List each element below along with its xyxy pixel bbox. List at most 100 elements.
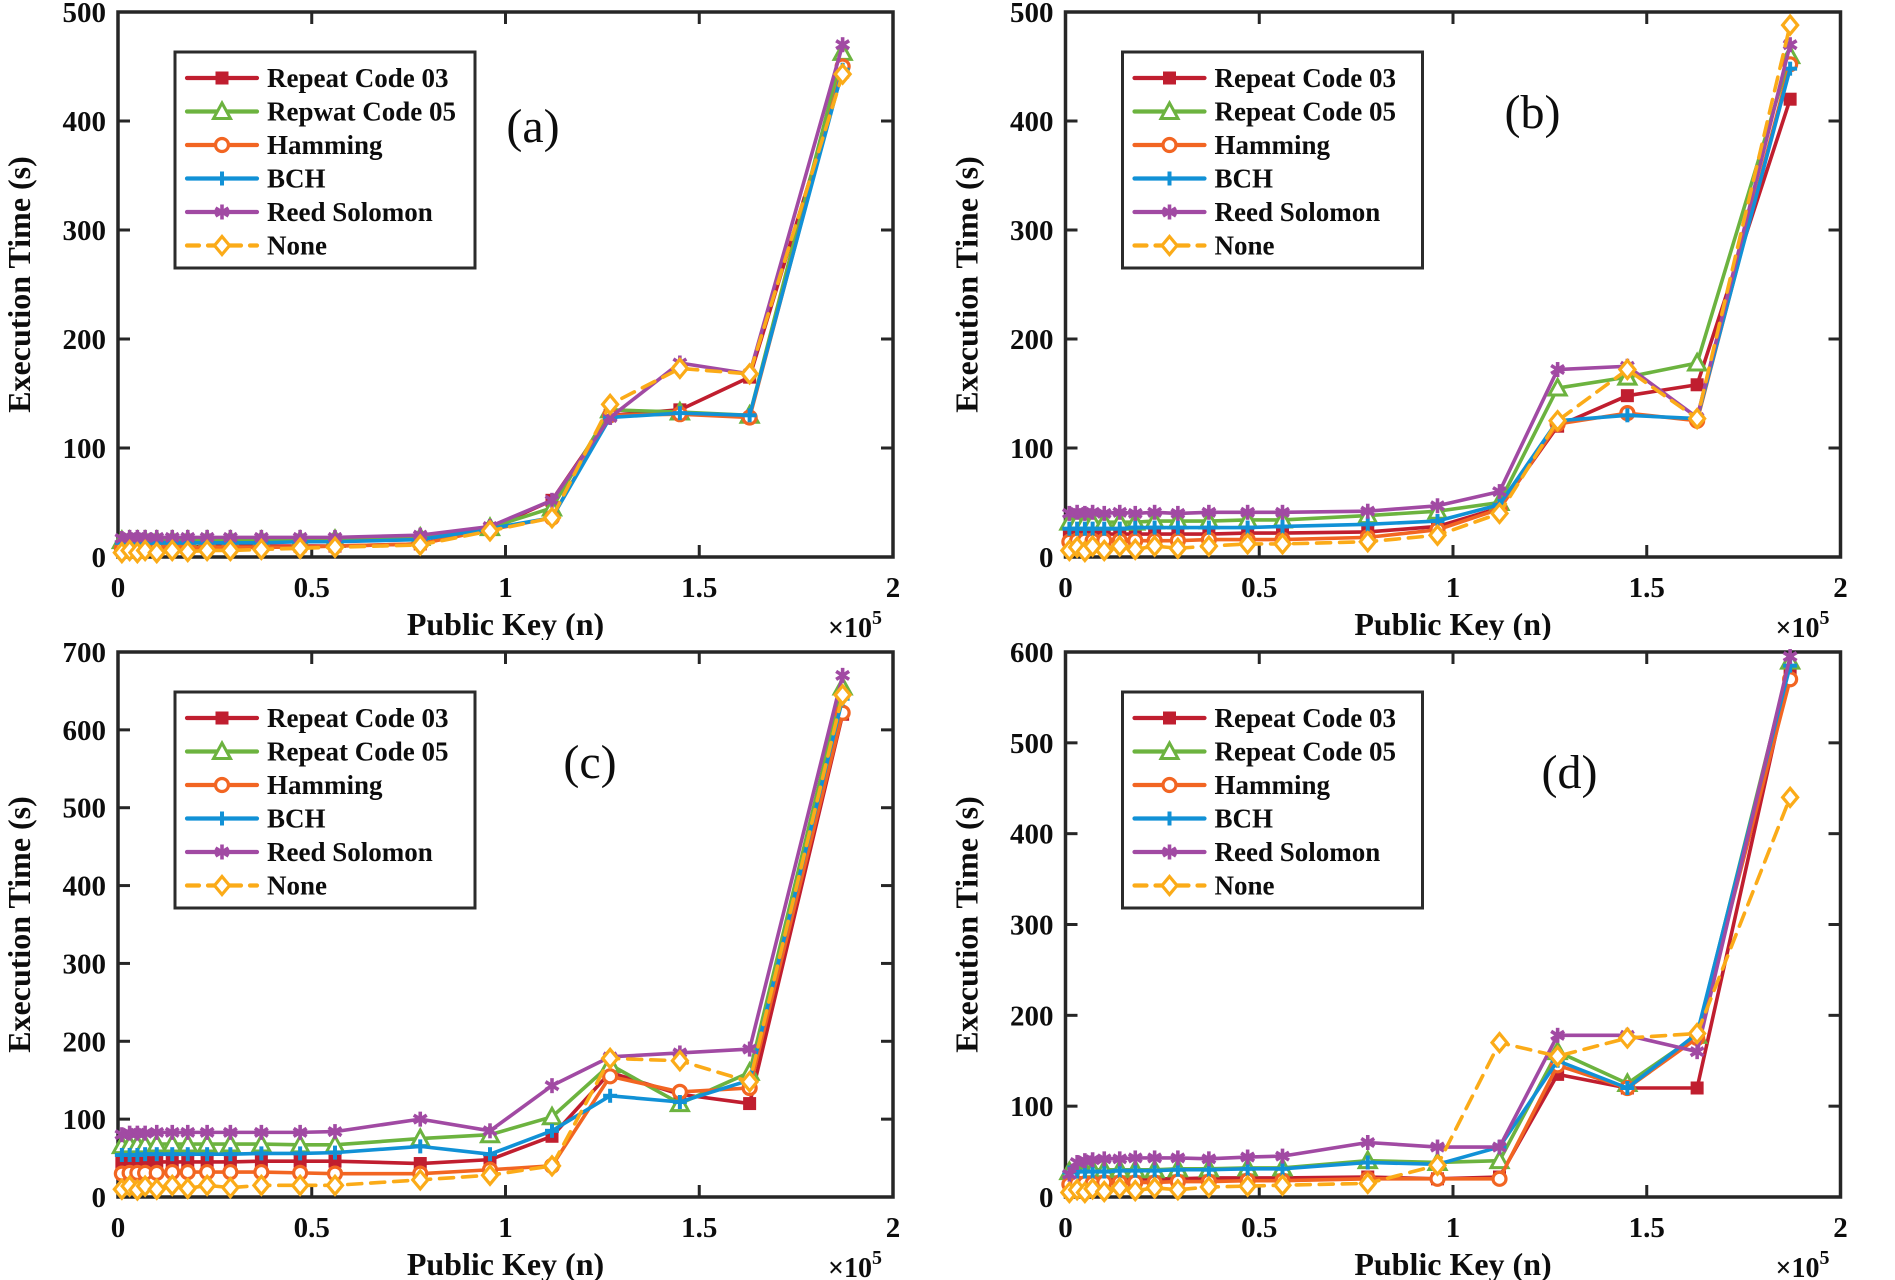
y-tick-label: 300 [63, 215, 107, 247]
x-tick-label: 1.5 [681, 572, 717, 604]
y-tick-label: 0 [1039, 542, 1054, 574]
chart-panel-b: 0 0.5 1 1.5 2 0 100 200 300 400 500 Public Key (n) E… [947, 0, 1895, 640]
y-tick-label: 200 [1010, 1000, 1054, 1032]
axes: 0 0.5 1 1.5 2 0 100 200 300 400 500 600 [1010, 640, 1848, 1244]
y-tick-label: 500 [1010, 0, 1054, 29]
y-tick-label: 400 [1010, 819, 1054, 851]
x-tick-label: 2 [1833, 572, 1848, 604]
series-none [112, 683, 853, 1202]
x-tick-label: 0.5 [294, 1212, 330, 1244]
x-tick-label: 0 [111, 572, 126, 604]
y-tick-label: 700 [63, 640, 107, 669]
legend-entry-repeat-code-05: Repeat Code 05 [1215, 97, 1396, 127]
x-tick-label: 2 [886, 1212, 901, 1244]
panel-letter-label: (c) [563, 736, 616, 789]
chart-svg--c-: 0 0.5 1 1.5 2 0 100 200 300 400 500 600 700 Public Ke… [1, 640, 901, 1280]
y-tick-label: 500 [1010, 728, 1054, 760]
y-tick-label: 100 [1010, 1091, 1054, 1123]
legend-entry-repeat-code-03: Repeat Code 03 [267, 63, 448, 93]
y-axis-label: Execution Time (s) [949, 796, 985, 1053]
x-axis-exponent: ×105 [1776, 607, 1830, 640]
legend-entry-repeat-code-03: Repeat Code 03 [1215, 63, 1396, 93]
axes: 0 0.5 1 1.5 2 0 100 200 300 400 500 600 700 [63, 640, 901, 1244]
y-tick-label: 500 [63, 0, 107, 29]
legend-entry-reed-solomon: Reed Solomon [1215, 837, 1381, 867]
y-tick-label: 600 [63, 715, 107, 747]
y-tick-label: 0 [92, 1182, 107, 1214]
y-tick-label: 100 [1010, 433, 1054, 465]
x-axis-label: Public Key (n) [1354, 1246, 1551, 1280]
y-tick-label: 400 [63, 106, 107, 138]
x-tick-label: 1 [1446, 1212, 1461, 1244]
y-tick-label: 400 [1010, 106, 1054, 138]
y-tick-label: 300 [63, 948, 107, 980]
x-axis-label: Public Key (n) [407, 606, 604, 640]
x-axis-exponent: ×105 [828, 607, 882, 640]
y-tick-label: 200 [1010, 324, 1054, 356]
chart-svg--a-: 0 0.5 1 1.5 2 0 100 200 300 400 500 Public Key (n) E… [1, 0, 901, 640]
legend-entry-repeat-code-05: Repeat Code 05 [1215, 737, 1396, 767]
y-axis-label: Execution Time (s) [1, 796, 37, 1053]
x-axis-exponent: ×105 [828, 1247, 882, 1280]
y-tick-label: 400 [63, 871, 107, 903]
x-tick-label: 0.5 [1241, 1212, 1277, 1244]
y-tick-label: 200 [63, 324, 107, 356]
chart-panel-d: 0 0.5 1 1.5 2 0 100 200 300 400 500 600 Public Key (… [947, 640, 1895, 1280]
panel-letter-label: (a) [506, 100, 559, 153]
y-tick-label: 500 [63, 793, 107, 825]
x-tick-label: 0 [111, 1212, 126, 1244]
legend-entry-bch: BCH [1215, 164, 1274, 194]
chart-svg--b-: 0 0.5 1 1.5 2 0 100 200 300 400 500 Public Key (n) E… [949, 0, 1848, 640]
legend-entry-none: None [1215, 871, 1275, 901]
legend-entry-hamming: Hamming [267, 130, 383, 160]
panel-letter-label: (d) [1542, 746, 1598, 799]
legend-entry-repeat-code-03: Repeat Code 03 [1215, 703, 1396, 733]
y-tick-label: 200 [63, 1026, 107, 1058]
x-tick-label: 1 [1446, 572, 1461, 604]
series-none [112, 62, 853, 565]
y-tick-label: 100 [63, 433, 107, 465]
x-axis-label: Public Key (n) [1354, 606, 1551, 640]
legend-entry-reed-solomon: Reed Solomon [1215, 197, 1381, 227]
x-axis-exponent: ×105 [1776, 1247, 1830, 1280]
legend-entry-hamming: Hamming [267, 770, 383, 800]
legend-entry-none: None [1215, 231, 1275, 261]
x-tick-label: 1.5 [1629, 1212, 1665, 1244]
series-reed-solomon [1061, 649, 1798, 1182]
y-tick-label: 0 [1039, 1182, 1054, 1214]
legend-entry-reed-solomon: Reed Solomon [267, 197, 433, 227]
y-tick-label: 100 [63, 1104, 107, 1136]
axes: 0 0.5 1 1.5 2 0 100 200 300 400 500 [1010, 0, 1848, 604]
y-tick-label: 600 [1010, 640, 1054, 669]
series-none [1059, 13, 1800, 564]
x-tick-label: 2 [886, 572, 901, 604]
x-tick-label: 2 [1833, 1212, 1848, 1244]
legend-entry-none: None [267, 231, 327, 261]
y-axis-label: Execution Time (s) [949, 156, 985, 413]
series-reed-solomon [1061, 37, 1798, 521]
x-tick-label: 0.5 [294, 572, 330, 604]
series-none [1059, 785, 1800, 1204]
chart-panel-c: 0 0.5 1 1.5 2 0 100 200 300 400 500 600 700 Public Ke… [0, 640, 947, 1280]
x-tick-label: 0 [1058, 1212, 1073, 1244]
legend-entry-repeat-code-03: Repeat Code 03 [267, 703, 448, 733]
legend-entry-repeat-code-05: Repeat Code 05 [267, 737, 448, 767]
x-tick-label: 1.5 [1629, 572, 1665, 604]
legend-entry-bch: BCH [267, 804, 326, 834]
legend-entry-none: None [267, 871, 327, 901]
y-tick-label: 300 [1010, 215, 1054, 247]
legend-entry-hamming: Hamming [1215, 770, 1331, 800]
legend-entry-bch: BCH [267, 164, 326, 194]
chart-svg--d-: 0 0.5 1 1.5 2 0 100 200 300 400 500 600 Public Key (… [949, 640, 1848, 1280]
x-tick-label: 1 [498, 1212, 513, 1244]
x-tick-label: 0 [1058, 572, 1073, 604]
y-tick-label: 0 [92, 542, 107, 574]
x-axis-label: Public Key (n) [407, 1246, 604, 1280]
y-axis-label: Execution Time (s) [1, 156, 37, 413]
panel-letter-label: (b) [1505, 86, 1561, 139]
